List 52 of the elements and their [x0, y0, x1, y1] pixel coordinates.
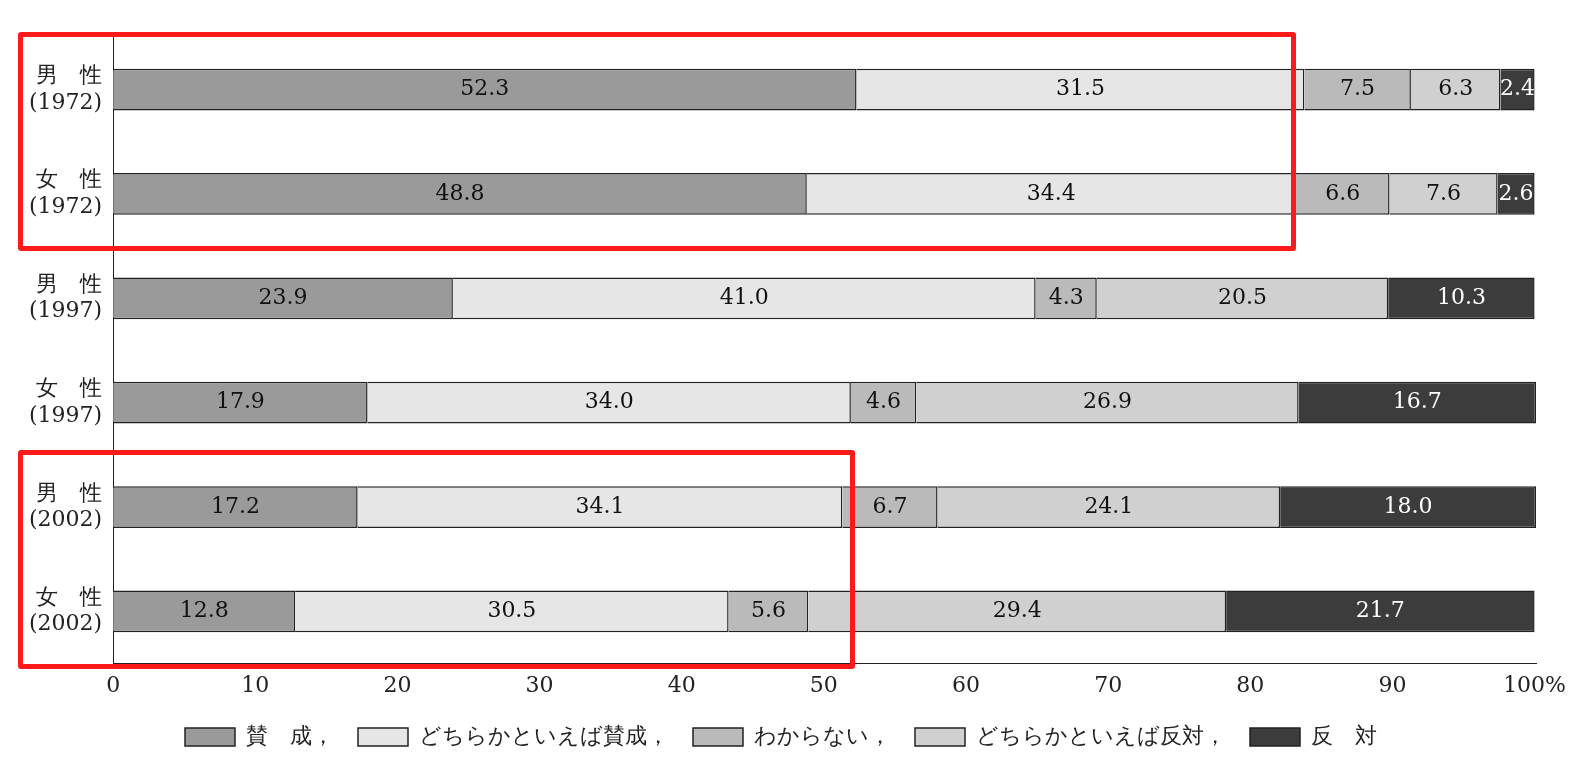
- y-tick-label: 女 性 (2002): [29, 583, 103, 636]
- data-label: 4.6: [866, 388, 902, 414]
- data-label: 41.0: [719, 284, 769, 310]
- y-tick-label: 男 性 (1997): [29, 270, 103, 323]
- data-label: 4.3: [1048, 284, 1084, 310]
- y-tick-label: 男 性 (1972): [29, 62, 103, 114]
- x-tick-label: 90: [1378, 671, 1407, 697]
- data-label: 29.4: [992, 597, 1042, 623]
- x-tick-label: 30: [525, 671, 554, 697]
- data-label: 5.6: [750, 597, 786, 623]
- x-tick-label: 60: [952, 671, 981, 697]
- data-label: 10.3: [1436, 284, 1486, 310]
- data-label: 48.8: [435, 179, 485, 205]
- x-tick-label: 100%: [1503, 671, 1567, 697]
- x-tick-label: 10: [241, 671, 270, 697]
- x-tick-label: 50: [809, 671, 838, 697]
- data-label: 26.9: [1082, 388, 1132, 414]
- data-label: 20.5: [1217, 284, 1267, 310]
- data-label: 7.6: [1426, 179, 1462, 205]
- data-label: 18.0: [1383, 492, 1433, 518]
- data-label: 6.6: [1325, 179, 1361, 205]
- data-label: 17.9: [215, 388, 265, 414]
- legend-label: 反 対: [1311, 722, 1377, 748]
- data-label: 12.8: [179, 597, 229, 623]
- data-label: 34.1: [575, 492, 625, 518]
- x-tick-label: 80: [1236, 671, 1265, 697]
- x-tick-label: 70: [1094, 671, 1123, 697]
- data-label: 16.7: [1392, 388, 1442, 414]
- y-tick-label: 男 性 (2002): [29, 479, 103, 531]
- legend-label: 賛 成，: [246, 722, 334, 748]
- legend-label: どちらかといえば反対，: [976, 722, 1226, 748]
- x-tick-label: 40: [667, 671, 696, 697]
- data-label: 31.5: [1055, 75, 1105, 101]
- legend-label: どちらかといえば賛成，: [419, 722, 669, 748]
- legend-label: わからない，: [754, 722, 891, 748]
- data-label: 24.1: [1084, 492, 1134, 518]
- data-label: 6.7: [872, 492, 908, 518]
- data-label: 23.9: [258, 284, 308, 310]
- data-label: 7.5: [1340, 75, 1376, 101]
- x-tick-label: 20: [383, 671, 412, 697]
- x-tick-label: 0: [106, 671, 121, 697]
- data-label: 52.3: [460, 75, 510, 101]
- y-tick-label: 女 性 (1997): [29, 375, 103, 427]
- data-label: 34.0: [584, 388, 634, 414]
- data-label: 2.6: [1498, 179, 1534, 205]
- data-label: 34.4: [1026, 179, 1076, 205]
- data-label: 21.7: [1355, 597, 1405, 623]
- y-tick-label: 女 性 (1972): [29, 166, 103, 218]
- data-label: 6.3: [1438, 75, 1474, 101]
- data-label: 17.2: [210, 492, 260, 518]
- data-label: 30.5: [487, 597, 537, 623]
- data-label: 2.4: [1500, 75, 1536, 101]
